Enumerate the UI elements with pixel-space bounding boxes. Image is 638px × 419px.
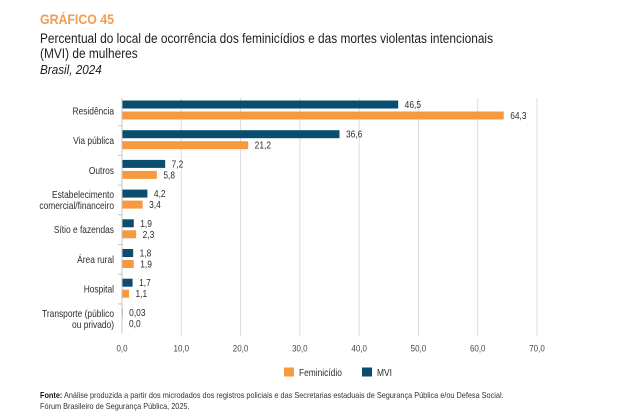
bar-feminicidio-via-publica	[122, 141, 249, 150]
value-label-feminicidio-outros: 5,8	[163, 170, 175, 181]
legend-label-feminicidio: Feminicídio	[299, 367, 342, 378]
legend-label-mvi: MVI	[377, 367, 392, 378]
category-label-transporte-publico-ou-privado: ou privado)	[72, 319, 114, 330]
bar-mvi-via-publica	[122, 130, 340, 139]
chart-title-line-1: Percentual do local de ocorrência dos fe…	[40, 31, 494, 46]
bar-feminicidio-hospital	[122, 289, 130, 298]
legend-swatch-feminicidio	[284, 367, 294, 377]
x-tick-label-40: 40,0	[351, 343, 367, 354]
bar-mvi-hospital	[122, 278, 133, 287]
bar-feminicidio-outros	[122, 170, 157, 179]
value-label-mvi-residencia: 46,5	[405, 99, 421, 110]
x-tick-label-50: 50,0	[411, 343, 427, 354]
bar-feminicidio-area-rural	[122, 260, 134, 268]
chart-title-line-2: (MVI) de mulheres	[40, 46, 138, 61]
category-label-transporte-publico-ou-privado: Transporte (público	[42, 308, 114, 319]
bar-mvi-outros	[122, 159, 166, 168]
category-label-outros: Outros	[89, 165, 115, 176]
labels: 0,0 10,0 20,0 30,0 40,0 50,0 60,0 70,0 46,5 36,6 7…	[39, 99, 544, 353]
legend-swatch-mvi	[362, 367, 372, 377]
value-label-feminicidio-hospital: 1,1	[136, 289, 148, 300]
footnote-source-text: Análise produzida a partir dos microdado…	[62, 390, 504, 400]
value-label-feminicidio-via-publica: 21,2	[255, 140, 271, 151]
footnote-credit: Fórum Brasileiro de Segurança Pública, 2…	[40, 401, 190, 411]
x-tick-label-70: 70,0	[529, 343, 545, 354]
x-tick-label-10: 10,0	[174, 343, 190, 354]
value-label-feminicidio-transporte-publico-ou-privado: 0,0	[129, 318, 141, 329]
bar-mvi-residencia	[122, 100, 399, 109]
value-label-mvi-estabelecimento-comercial-financeiro: 4,2	[154, 188, 166, 199]
value-label-feminicidio-area-rural: 1,9	[140, 259, 152, 270]
value-label-mvi-outros: 7,2	[172, 159, 184, 170]
chart-subtitle: Brasil, 2024	[40, 62, 102, 77]
value-label-mvi-via-publica: 36,6	[346, 129, 362, 140]
bar-mvi-area-rural	[122, 249, 134, 257]
bar-feminicidio-residencia	[122, 111, 504, 120]
category-label-area-rural: Área rural	[77, 254, 114, 265]
footnote-source: Fonte: Análise produzida a partir dos mi…	[40, 390, 504, 400]
category-label-via-publica: Via pública	[73, 135, 115, 146]
value-label-mvi-sitio-e-fazendas: 1,9	[140, 218, 152, 229]
bar-mvi-estabelecimento-comercial-financeiro	[122, 189, 148, 198]
category-label-sitio-e-fazendas: Sítio e fazendas	[54, 224, 114, 235]
bar-feminicidio-estabelecimento-comercial-financeiro	[122, 200, 143, 209]
x-tick-label-60: 60,0	[470, 343, 486, 354]
bar-mvi-sitio-e-fazendas	[122, 219, 134, 228]
footnote-source-label: Fonte:	[40, 390, 63, 400]
value-label-feminicidio-estabelecimento-comercial-financeiro: 3,4	[149, 199, 161, 210]
category-label-hospital: Hospital	[84, 284, 114, 295]
value-label-mvi-transporte-publico-ou-privado: 0,03	[129, 307, 145, 318]
legend: Feminicídio MVI	[284, 367, 392, 378]
x-tick-label-30: 30,0	[292, 343, 308, 354]
category-label-estabelecimento-comercial-financeiro: comercial/financeiro	[39, 200, 114, 211]
value-label-mvi-area-rural: 1,8	[140, 248, 152, 259]
bar-feminicidio-sitio-e-fazendas	[122, 230, 137, 239]
gridlines	[118, 98, 538, 337]
value-label-mvi-hospital: 1,7	[139, 278, 151, 289]
figure-label: GRÁFICO 45	[40, 11, 114, 27]
x-tick-label-20: 20,0	[233, 343, 249, 354]
category-label-residencia: Residência	[73, 106, 115, 117]
value-label-feminicidio-residencia: 64,3	[510, 110, 526, 121]
category-label-estabelecimento-comercial-financeiro: Estabelecimento	[52, 189, 114, 200]
bars	[122, 100, 504, 317]
x-tick-label-0: 0,0	[116, 343, 127, 354]
value-label-feminicidio-sitio-e-fazendas: 2,3	[143, 229, 155, 240]
